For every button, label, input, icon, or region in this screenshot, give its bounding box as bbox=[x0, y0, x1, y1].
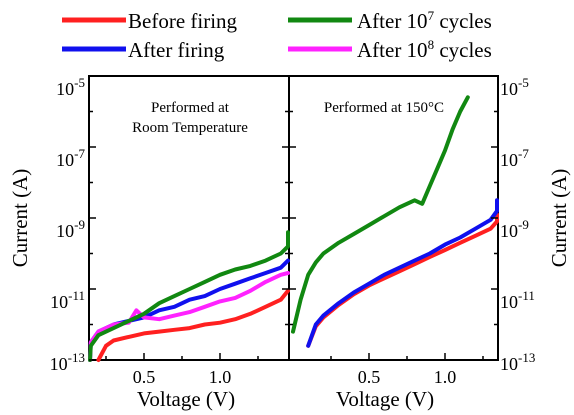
right-y-tick-label: 10-5 bbox=[500, 75, 529, 99]
left-annotation-line1: Performed at bbox=[151, 100, 230, 116]
left-annotation-line2: Room Temperature bbox=[132, 120, 248, 136]
legend: Before firing After firing After 107 cyc… bbox=[62, 8, 492, 62]
right-y-tick-label: 10-7 bbox=[500, 146, 529, 170]
right-annotation: Performed at 150°C bbox=[324, 100, 444, 116]
legend-label-after-1e7: After 107 cycles bbox=[357, 8, 492, 33]
legend-label-before-firing: Before firing bbox=[128, 9, 238, 33]
left-x-axis-title: Voltage (V) bbox=[137, 387, 235, 411]
right-y-tick-labels: 10-5 10-7 10-9 10-11 10-13 bbox=[500, 75, 535, 374]
left-y-axis-title: Current (A) bbox=[8, 169, 32, 268]
right-y-tick-label: 10-9 bbox=[500, 217, 529, 241]
right-y-tick-label: 10-11 bbox=[500, 288, 535, 312]
right-y-axis-title: Current (A) bbox=[547, 169, 571, 268]
left-y-tick-label: 10-11 bbox=[50, 288, 85, 312]
left-series-before-firing bbox=[96, 288, 290, 362]
right-series-after-firing bbox=[306, 198, 499, 348]
left-series-after-10-7-cycles bbox=[88, 230, 290, 362]
right-x-tick-label-0.5: 0.5 bbox=[358, 367, 381, 387]
left-y-tick-label: 10-13 bbox=[50, 350, 85, 374]
left-panel-frame bbox=[88, 75, 290, 361]
right-x-tick-label-1.0: 1.0 bbox=[434, 367, 457, 387]
right-y-tick-label: 10-13 bbox=[500, 350, 535, 374]
right-panel-series bbox=[291, 95, 499, 348]
left-y-tick-labels: 10-5 10-7 10-9 10-11 10-13 bbox=[50, 75, 86, 374]
left-panel-series bbox=[88, 230, 290, 362]
left-y-tick-label: 10-9 bbox=[56, 217, 85, 241]
left-y-tick-label: 10-5 bbox=[56, 75, 85, 99]
axis-ticks bbox=[89, 75, 498, 361]
legend-label-after-1e8: After 108 cycles bbox=[357, 37, 492, 62]
legend-label-after-firing: After firing bbox=[128, 38, 225, 62]
right-x-axis-title: Voltage (V) bbox=[336, 387, 434, 411]
left-y-tick-label: 10-7 bbox=[56, 146, 85, 170]
left-x-tick-label-1.0: 1.0 bbox=[209, 367, 232, 387]
right-series-after-10-7-cycles bbox=[291, 95, 470, 334]
left-x-tick-label-0.5: 0.5 bbox=[133, 367, 156, 387]
left-series-after-10-8-cycles bbox=[88, 271, 290, 362]
